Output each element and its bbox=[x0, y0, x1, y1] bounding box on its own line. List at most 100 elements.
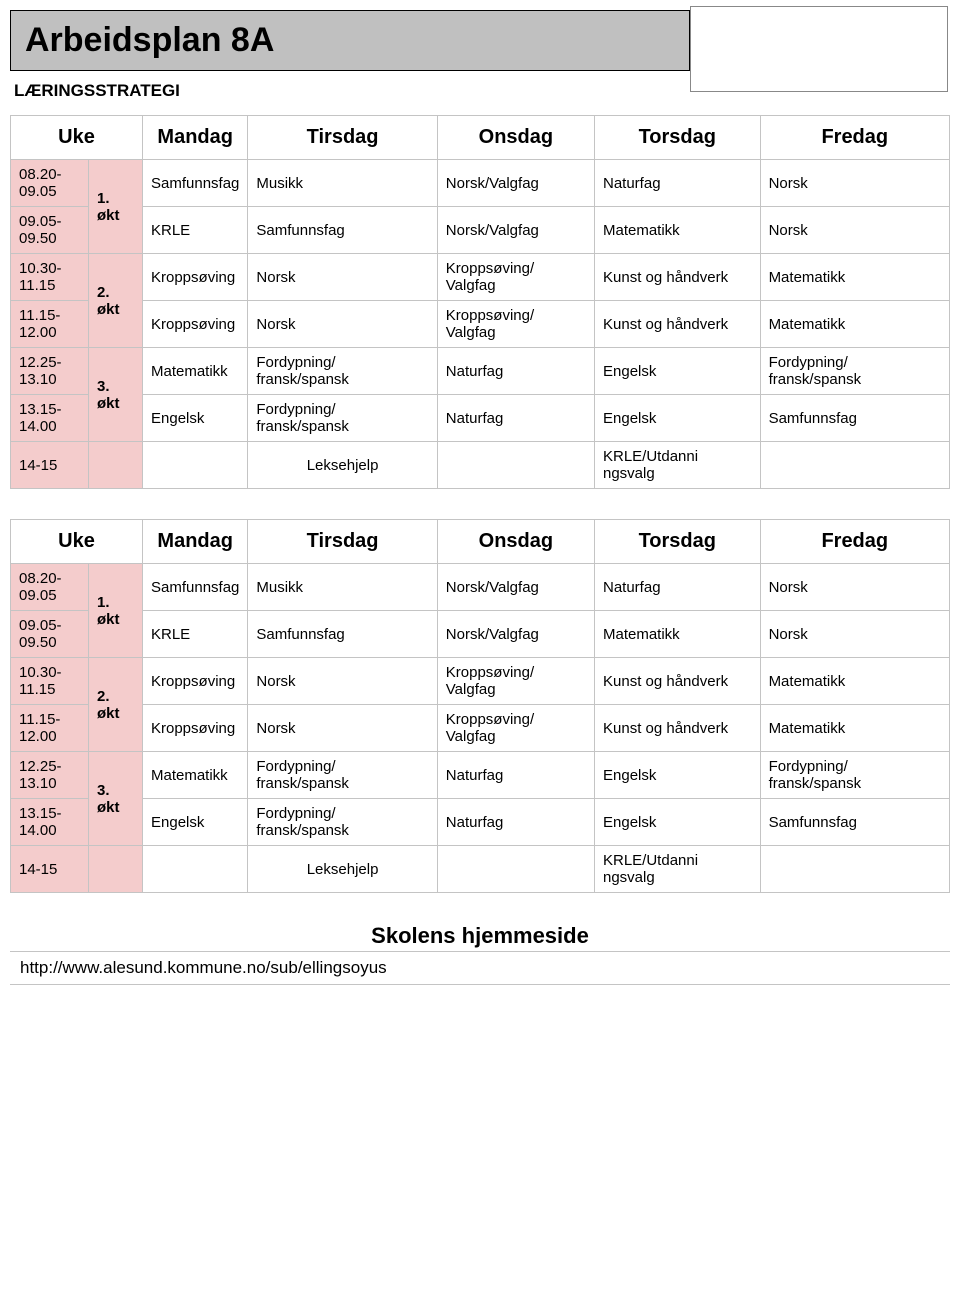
header-day: Tirsdag bbox=[248, 116, 437, 160]
header-day: Tirsdag bbox=[248, 520, 437, 564]
subject-cell: Fordypning/ fransk/spansk bbox=[248, 752, 437, 799]
page-title: Arbeidsplan 8A bbox=[25, 21, 274, 59]
subject-cell: Matematikk bbox=[760, 658, 949, 705]
session-cell: 2. økt bbox=[89, 254, 143, 348]
time-cell: 10.30-11.15 bbox=[11, 254, 89, 301]
time-cell: 14-15 bbox=[11, 846, 89, 893]
sched-row: 08.20-09.05 1. økt Samfunnsfag Musikk No… bbox=[11, 564, 950, 611]
subject-cell: Matematikk bbox=[760, 254, 949, 301]
subject-cell: Samfunnsfag bbox=[760, 799, 949, 846]
time-cell: 11.15-12.00 bbox=[11, 705, 89, 752]
subject-cell: Samfunnsfag bbox=[248, 611, 437, 658]
session-cell: 1. økt bbox=[89, 564, 143, 658]
subject-cell: Norsk bbox=[760, 564, 949, 611]
subject-cell: Kroppsøving bbox=[143, 254, 248, 301]
subject-cell bbox=[437, 442, 594, 489]
subject-cell: Kunst og håndverk bbox=[595, 301, 761, 348]
header-day: Onsdag bbox=[437, 520, 594, 564]
time-cell: 11.15-12.00 bbox=[11, 301, 89, 348]
subject-cell: Engelsk bbox=[595, 752, 761, 799]
subject-cell: Fordypning/ fransk/spansk bbox=[248, 799, 437, 846]
session-cell: 3. økt bbox=[89, 348, 143, 442]
subject-cell: Engelsk bbox=[595, 395, 761, 442]
subject-cell: Samfunnsfag bbox=[143, 564, 248, 611]
subject-cell: Fordypning/ fransk/spansk bbox=[760, 752, 949, 799]
subject-cell: Kunst og håndverk bbox=[595, 254, 761, 301]
subject-cell bbox=[437, 846, 594, 893]
header-row: Uke Mandag Tirsdag Onsdag Torsdag Fredag bbox=[11, 116, 950, 160]
subject-cell: Norsk bbox=[248, 705, 437, 752]
timetable-1: Uke Mandag Tirsdag Onsdag Torsdag Fredag… bbox=[10, 115, 950, 489]
sched-row: 13.15-14.00 Engelsk Fordypning/ fransk/s… bbox=[11, 395, 950, 442]
time-cell: 12.25-13.10 bbox=[11, 752, 89, 799]
subject-cell: Naturfag bbox=[437, 752, 594, 799]
subject-cell: Kroppsøving bbox=[143, 658, 248, 705]
subject-cell: Kroppsøving/ Valgfag bbox=[437, 705, 594, 752]
subject-cell: Matematikk bbox=[143, 348, 248, 395]
subject-cell: Fordypning/ fransk/spansk bbox=[248, 395, 437, 442]
subject-cell: Norsk/Valgfag bbox=[437, 207, 594, 254]
subject-cell: Engelsk bbox=[143, 395, 248, 442]
subject-cell: Kroppsøving/ Valgfag bbox=[437, 658, 594, 705]
header-day: Fredag bbox=[760, 520, 949, 564]
sched-row: 10.30-11.15 2. økt Kroppsøving Norsk Kro… bbox=[11, 658, 950, 705]
subject-cell bbox=[760, 442, 949, 489]
subject-cell: Matematikk bbox=[760, 705, 949, 752]
subject-cell: Naturfag bbox=[437, 395, 594, 442]
header-day: Mandag bbox=[143, 116, 248, 160]
subject-cell: Samfunnsfag bbox=[760, 395, 949, 442]
subject-cell: Norsk bbox=[760, 611, 949, 658]
timetable-2: Uke Mandag Tirsdag Onsdag Torsdag Fredag… bbox=[10, 519, 950, 893]
subject-cell: Leksehjelp bbox=[248, 442, 437, 489]
time-cell: 08.20-09.05 bbox=[11, 564, 89, 611]
subject-cell bbox=[760, 846, 949, 893]
subject-cell: Kroppsøving bbox=[143, 705, 248, 752]
header-uke: Uke bbox=[11, 520, 143, 564]
footer-url: http://www.alesund.kommune.no/sub/elling… bbox=[10, 951, 950, 985]
subject-cell: KRLE/Utdanni ngsvalg bbox=[595, 846, 761, 893]
subject-cell: Kroppsøving bbox=[143, 301, 248, 348]
time-cell: 14-15 bbox=[11, 442, 89, 489]
subject-cell: Kroppsøving/ Valgfag bbox=[437, 254, 594, 301]
subject-cell: Norsk bbox=[760, 207, 949, 254]
session-cell: 2. økt bbox=[89, 658, 143, 752]
time-cell: 08.20-09.05 bbox=[11, 160, 89, 207]
subject-cell: Naturfag bbox=[595, 564, 761, 611]
subject-cell: Norsk bbox=[248, 254, 437, 301]
subject-cell: Musikk bbox=[248, 160, 437, 207]
time-cell: 09.05-09.50 bbox=[11, 611, 89, 658]
sched-row: 11.15-12.00 Kroppsøving Norsk Kroppsøvin… bbox=[11, 301, 950, 348]
subject-cell: Kunst og håndverk bbox=[595, 705, 761, 752]
sched-row: 14-15 Leksehjelp KRLE/Utdanni ngsvalg bbox=[11, 846, 950, 893]
subject-cell: Fordypning/ fransk/spansk bbox=[248, 348, 437, 395]
subject-cell: Naturfag bbox=[437, 348, 594, 395]
session-cell: 1. økt bbox=[89, 160, 143, 254]
subject-cell: Kunst og håndverk bbox=[595, 658, 761, 705]
subject-cell: Engelsk bbox=[595, 348, 761, 395]
subject-cell: Fordypning/ fransk/spansk bbox=[760, 348, 949, 395]
time-cell: 13.15-14.00 bbox=[11, 395, 89, 442]
subject-cell bbox=[143, 442, 248, 489]
subject-cell: Matematikk bbox=[595, 611, 761, 658]
sched-row: 08.20-09.05 1. økt Samfunnsfag Musikk No… bbox=[11, 160, 950, 207]
header-day: Onsdag bbox=[437, 116, 594, 160]
session-cell bbox=[89, 846, 143, 893]
subject-cell: Engelsk bbox=[595, 799, 761, 846]
sched-row: 12.25-13.10 3. økt Matematikk Fordypning… bbox=[11, 752, 950, 799]
page-title-bar: Arbeidsplan 8A bbox=[10, 10, 690, 71]
header-uke: Uke bbox=[11, 116, 143, 160]
header-row: Uke Mandag Tirsdag Onsdag Torsdag Fredag bbox=[11, 520, 950, 564]
subject-cell: KRLE bbox=[143, 207, 248, 254]
sched-row: 12.25-13.10 3. økt Matematikk Fordypning… bbox=[11, 348, 950, 395]
footer: Skolens hjemmeside http://www.alesund.ko… bbox=[10, 923, 950, 985]
subject-cell: Samfunnsfag bbox=[143, 160, 248, 207]
subject-cell: KRLE bbox=[143, 611, 248, 658]
subject-cell: Samfunnsfag bbox=[248, 207, 437, 254]
sched-row: 13.15-14.00 Engelsk Fordypning/ fransk/s… bbox=[11, 799, 950, 846]
subject-cell: Naturfag bbox=[437, 799, 594, 846]
sched-row: 09.05-09.50 KRLE Samfunnsfag Norsk/Valgf… bbox=[11, 207, 950, 254]
sched-row: 14-15 Leksehjelp KRLE/Utdanni ngsvalg bbox=[11, 442, 950, 489]
sched-row: 10.30-11.15 2. økt Kroppsøving Norsk Kro… bbox=[11, 254, 950, 301]
header-day: Torsdag bbox=[595, 116, 761, 160]
time-cell: 10.30-11.15 bbox=[11, 658, 89, 705]
